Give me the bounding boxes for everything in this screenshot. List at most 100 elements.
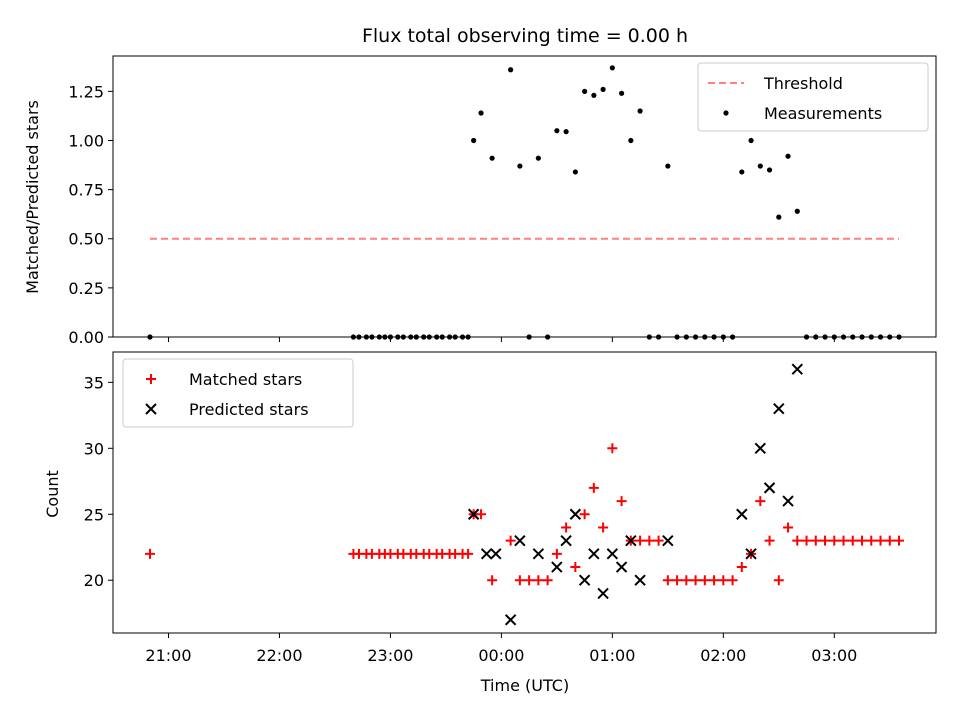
measurement-point <box>439 334 445 340</box>
matched-stars-point <box>579 509 590 520</box>
measurement-point <box>356 334 362 340</box>
measurement-point <box>628 137 634 144</box>
matched-stars-point <box>514 575 525 586</box>
measurement-point <box>350 334 357 340</box>
bottom-legend-box <box>122 358 354 428</box>
bottom-x-tick-label: 00:00 <box>478 646 524 665</box>
matched-stars-point <box>681 575 692 586</box>
measurement-point <box>545 334 551 340</box>
predicted-stars-point <box>588 548 600 560</box>
measurement-point <box>692 334 699 340</box>
top-y-tick-label: 0.00 <box>68 328 104 347</box>
legend-label: Matched stars <box>189 370 302 389</box>
predicted-stars-point <box>625 534 637 547</box>
legend-label: Measurements <box>764 104 882 123</box>
top-y-tick-label: 0.25 <box>68 279 104 298</box>
measurement-point <box>508 67 514 73</box>
matched-stars-point <box>829 535 840 546</box>
matched-stars-point <box>875 535 886 546</box>
matched-stars-point <box>801 535 812 546</box>
matched-stars-point <box>718 575 729 586</box>
bottom-y-tick-label: 30 <box>84 439 104 458</box>
measurement-point <box>446 334 453 340</box>
measurement-point <box>887 334 893 340</box>
top-y-axis-title: Matched/Predicted stars <box>23 100 42 294</box>
predicted-stars-point <box>662 534 674 547</box>
measurement-point <box>382 334 388 340</box>
measurement-point <box>421 334 427 340</box>
predicted-stars-point <box>763 482 776 494</box>
matched-stars-point <box>598 522 609 533</box>
top-y-tick-label: 1.25 <box>68 82 104 101</box>
matched-stars-point <box>570 562 581 573</box>
predicted-stars-point <box>569 508 582 520</box>
measurement-point <box>665 163 671 169</box>
predicted-stars-point <box>634 574 646 586</box>
measurement-point <box>702 334 708 340</box>
matched-stars-point <box>561 522 572 533</box>
bottom-x-tick-label: 22:00 <box>256 646 302 665</box>
matched-stars-point <box>616 496 627 507</box>
measurement-point <box>776 214 782 220</box>
matched-stars-point <box>783 522 794 533</box>
measurement-point <box>434 334 440 340</box>
matched-stars-point <box>773 575 784 586</box>
measurement-point <box>757 163 763 169</box>
predicted-stars-point <box>551 561 563 573</box>
legend-label: Predicted stars <box>189 400 309 419</box>
measurement-point <box>609 65 615 71</box>
bottom-y-tick-label: 35 <box>84 373 104 392</box>
measurement-point <box>376 334 382 340</box>
matched-stars-point <box>551 548 562 559</box>
measurement-point <box>683 334 689 340</box>
measurement-point <box>637 108 643 114</box>
matched-stars-point <box>644 535 655 546</box>
measurement-point <box>452 334 458 340</box>
measurement-point <box>408 334 414 340</box>
matched-stars-point <box>699 575 710 586</box>
measurement-point <box>674 334 680 340</box>
measurement-point <box>877 334 884 340</box>
measurement-point <box>535 155 541 161</box>
measurement-point <box>147 334 153 340</box>
matched-stars-point <box>662 575 673 586</box>
measurement-point <box>517 163 523 169</box>
matched-stars-point <box>866 535 877 546</box>
matched-stars-point <box>653 535 664 546</box>
measurement-point <box>582 88 588 94</box>
matched-stars-point <box>847 535 858 546</box>
matched-stars-point <box>755 496 766 507</box>
bottom-x-tick-label: 21:00 <box>145 646 191 665</box>
matched-stars-point <box>524 575 535 586</box>
measurement-point <box>720 334 726 340</box>
measurement-point <box>803 334 810 340</box>
measurement-point <box>711 334 717 340</box>
measurement-point <box>600 86 606 93</box>
measurement-point <box>859 334 865 340</box>
bottom-x-tick-label: 02:00 <box>700 646 746 665</box>
matched-stars-point <box>672 575 683 586</box>
measurement-point <box>526 334 532 340</box>
predicted-stars-point <box>791 363 803 375</box>
matched-stars-point <box>487 575 498 586</box>
bottom-y-tick-label: 20 <box>84 571 104 590</box>
measurement-point <box>785 153 791 159</box>
predicted-stars-point <box>467 508 480 520</box>
legend-predicted-swatch <box>145 403 157 415</box>
measurement-point <box>748 137 754 144</box>
measurement-point <box>794 208 800 214</box>
predicted-stars-point <box>615 561 628 573</box>
matched-stars-point <box>838 535 849 546</box>
measurement-point <box>813 334 819 340</box>
predicted-stars-point <box>490 548 502 560</box>
matched-stars-point <box>709 575 720 586</box>
bottom-x-tick-label: 01:00 <box>589 646 635 665</box>
bottom-x-tick-label: 23:00 <box>367 646 413 665</box>
measurement-point <box>387 334 394 340</box>
x-axis-title: Time (UTC) <box>480 676 569 695</box>
measurement-point <box>478 110 484 116</box>
predicted-stars-point <box>736 508 748 520</box>
measurement-point <box>413 334 419 340</box>
predicted-stars-point <box>754 442 767 455</box>
matched-stars-point <box>542 575 553 586</box>
